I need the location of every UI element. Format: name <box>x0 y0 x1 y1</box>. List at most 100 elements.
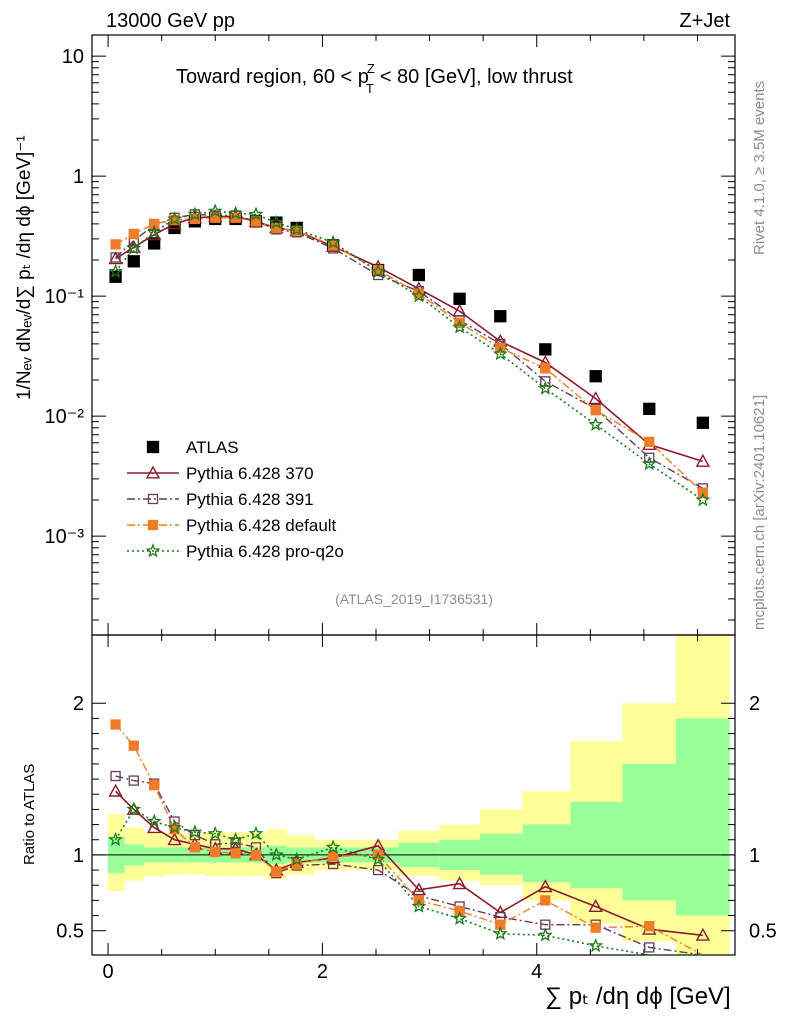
main-point-pythia-6-428-default <box>169 214 180 226</box>
axis-ticks: 0 2 4 10⁻³ 10⁻² 10⁻¹ 1 10 0.5 0.5 1 1 2 2 <box>45 35 777 983</box>
main-point-pythia-6-428-pro-q2o <box>492 346 508 361</box>
legend-marker <box>147 519 159 531</box>
main-point-pythia-6-428-370 <box>108 251 123 265</box>
ratio-point-pythia-6-428-pro-q2o <box>126 801 142 816</box>
ratio-point-pythia-6-428-391 <box>230 837 241 848</box>
main-point-pythia-6-428-default <box>189 213 201 225</box>
region-title-main: Toward region, 60 < p <box>176 66 369 88</box>
main-point-pythia-6-428-391 <box>540 376 551 387</box>
main-point-pythia-6-428-pro-q2o <box>537 380 553 395</box>
region-title-sup: Z <box>367 61 375 76</box>
legend-label: Pythia 6.428 391 <box>186 490 314 509</box>
side-mcplots-label: mcplots.cern.ch [arXiv:2401.10621] <box>751 395 768 630</box>
main-point-atlas <box>539 343 552 356</box>
ratio-point-pythia-6-428-391 <box>189 830 201 841</box>
ratio-point-pythia-6-428-370 <box>167 832 182 846</box>
main-point-pythia-6-428-pro-q2o <box>370 263 386 278</box>
ratio-point-pythia-6-428-391 <box>110 770 121 782</box>
ratio-point-pythia-6-428-pro-q2o <box>167 819 182 834</box>
x-tick-label: 0 <box>103 961 114 983</box>
main-point-pythia-6-428-pro-q2o <box>289 221 305 236</box>
main-point-atlas <box>412 268 426 282</box>
main-point-pythia-6-428-pro-q2o <box>228 205 243 220</box>
ratio-point-pythia-6-428-pro-q2o <box>411 898 427 913</box>
main-y-axis-label: 1/Nₑᵥ dNₑᵥ/d∑ pₜ /dη dϕ [GeV]⁻¹ <box>14 135 35 400</box>
band-green-bin <box>479 833 523 875</box>
ratio-point-pythia-6-428-370 <box>146 820 162 834</box>
ratio-point-pythia-6-428-pro-q2o <box>492 925 508 941</box>
main-point-pythia-6-428-pro-q2o <box>695 492 711 507</box>
legend-marker <box>146 440 160 454</box>
main-y-tick-label: 10⁻¹ <box>45 286 85 308</box>
main-point-atlas <box>127 255 140 268</box>
ratio-point-pythia-6-428-pro-q2o <box>588 938 604 953</box>
ratio-y-tick-label-right: 2 <box>749 693 760 715</box>
main-point-pythia-6-428-default <box>230 212 241 223</box>
main-point-pythia-6-428-pro-q2o <box>108 263 124 278</box>
analysis-reference: (ATLAS_2019_I1736531) <box>335 591 493 607</box>
main-point-pythia-6-428-default <box>149 218 160 230</box>
ratio-point-pythia-6-428-pro-q2o <box>268 847 284 862</box>
x-axis-label: ∑ pₜ /dη dϕ [GeV] <box>545 983 731 1010</box>
ratio-point-pythia-6-428-pro-q2o <box>289 851 305 866</box>
main-point-pythia-6-428-391 <box>110 252 121 263</box>
main-point-pythia-6-428-pro-q2o <box>207 203 223 218</box>
band-green-bin <box>676 718 730 916</box>
legend-marker <box>145 465 161 479</box>
main-point-pythia-6-428-default <box>271 222 282 234</box>
main-point-atlas <box>589 370 602 383</box>
main-point-pythia-6-428-pro-q2o <box>268 214 284 229</box>
ratio-point-pythia-6-428-pro-q2o <box>537 927 553 942</box>
ratio-point-pythia-6-428-default <box>644 921 655 932</box>
main-point-pythia-6-428-default <box>644 436 655 448</box>
main-line-pythia-6-428-370 <box>115 215 704 463</box>
header-process: Z+Jet <box>679 10 730 32</box>
x-tick-label: 4 <box>531 961 542 983</box>
ratio-point-pythia-6-428-default <box>540 895 551 906</box>
ratio-point-pythia-6-428-370 <box>108 783 123 797</box>
ratio-point-pythia-6-428-default <box>590 922 601 933</box>
main-point-pythia-6-428-default <box>110 239 121 250</box>
ratio-point-pythia-6-428-370 <box>452 876 467 890</box>
main-point-pythia-6-428-370 <box>695 453 711 467</box>
main-point-pythia-6-428-391 <box>644 452 655 463</box>
legend-label: Pythia 6.428 default <box>186 516 337 535</box>
ratio-y-axis-label: Ratio to ATLAS <box>21 764 38 865</box>
main-y-tick-label: 10⁻³ <box>45 526 85 548</box>
main-point-pythia-6-428-pro-q2o <box>146 224 162 239</box>
main-point-pythia-6-428-pro-q2o <box>248 206 264 221</box>
region-title-sub: T <box>366 81 374 96</box>
ratio-y-tick-label: 0.5 <box>56 921 84 943</box>
ratio-point-pythia-6-428-370 <box>538 879 553 893</box>
ratio-y-tick-label-right: 1 <box>749 845 760 867</box>
ratio-point-pythia-6-428-default <box>128 740 139 751</box>
plot-frames <box>91 34 736 956</box>
ratio-point-pythia-6-428-pro-q2o <box>248 825 264 840</box>
ratio-point-pythia-6-428-pro-q2o <box>452 910 467 925</box>
ratio-uncertainty-bands <box>92 635 735 955</box>
ratio-y-tick-label: 2 <box>73 693 84 715</box>
ratio-frame <box>91 634 736 956</box>
region-title: Toward region, 60 < pZ T < 80 [GeV], low t… <box>176 61 573 96</box>
main-point-pythia-6-428-pro-q2o <box>167 211 182 226</box>
main-point-pythia-6-428-pro-q2o <box>187 206 203 221</box>
main-point-pythia-6-428-default <box>590 405 601 416</box>
legend-label: Pythia 6.428 pro-q2o <box>186 542 344 561</box>
main-point-pythia-6-428-default <box>128 228 139 240</box>
ratio-y-tick-label: 1 <box>73 845 84 867</box>
region-title-rest: < 80 [GeV], low thrust <box>380 66 573 88</box>
ratio-point-pythia-6-428-370 <box>588 899 603 912</box>
ratio-point-pythia-6-428-pro-q2o <box>146 813 162 828</box>
main-point-pythia-6-428-default <box>540 363 551 374</box>
x-tick-label: 2 <box>317 961 328 983</box>
ratio-point-pythia-6-428-default <box>230 848 241 859</box>
main-point-pythia-6-428-pro-q2o <box>325 234 341 249</box>
band-green-bin <box>570 801 623 889</box>
ratio-point-pythia-6-428-default <box>149 779 160 791</box>
main-point-pythia-6-428-pro-q2o <box>588 416 604 431</box>
header-energy: 13000 GeV pp <box>106 10 235 32</box>
legend-label: ATLAS <box>186 438 239 457</box>
side-rivet-label: Rivet 4.1.0, ≥ 3.5M events <box>751 81 768 255</box>
ratio-point-pythia-6-428-370 <box>695 927 711 941</box>
